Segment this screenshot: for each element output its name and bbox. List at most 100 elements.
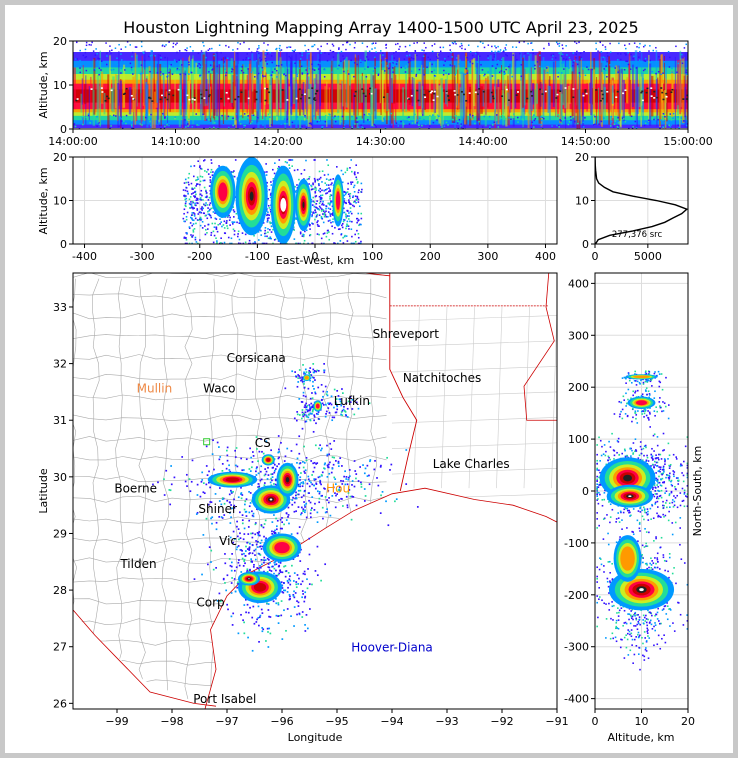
map-lightning-source — [226, 459, 229, 462]
altitude-time-core — [463, 93, 466, 96]
altitude-time-source — [114, 47, 117, 49]
altitude-time-source — [431, 71, 433, 73]
map-lightning-source — [325, 393, 328, 396]
map-lightning-source — [281, 584, 283, 587]
altitude-time-core — [616, 90, 619, 93]
map-lightning-source — [377, 484, 380, 487]
altitude-time-source — [574, 41, 576, 43]
altitude-time-source — [600, 51, 603, 53]
altitude-time-source — [383, 117, 385, 119]
altitude-time-streak — [461, 77, 463, 117]
altitude-time-source — [671, 67, 673, 70]
map-lightning-source — [293, 572, 296, 574]
map-lightning-source — [305, 420, 308, 423]
altitude-time-core — [433, 92, 436, 95]
altitude-time-source — [198, 65, 201, 67]
altitude-time-streak — [501, 64, 503, 118]
altitude-time-source — [386, 60, 388, 62]
altitude-time-source — [227, 46, 230, 48]
altitude-time-source — [160, 60, 162, 63]
east-west-source — [184, 178, 187, 181]
altitude-time-source — [187, 125, 189, 127]
east-west-source — [221, 225, 223, 228]
east-west-source — [345, 192, 348, 194]
east-west-source — [331, 182, 333, 184]
map-lightning-source — [309, 374, 311, 376]
altitude-time-core — [416, 89, 419, 92]
map-lightning-source — [272, 466, 274, 469]
altitude-time-core — [671, 88, 674, 91]
map-lightning-source — [314, 478, 317, 481]
altitude-time-streak — [514, 54, 517, 109]
east-west-source — [329, 208, 332, 210]
east-west-source — [349, 197, 351, 199]
altitude-time-source — [323, 76, 326, 78]
map-lightning-source — [313, 388, 315, 390]
map-lightning-source — [235, 548, 238, 551]
map-lightning-source — [275, 569, 277, 572]
altitude-time-source — [476, 61, 479, 63]
east-west-source — [312, 211, 315, 214]
altitude-time-source — [131, 55, 133, 58]
map-lightning-source — [309, 367, 312, 369]
map-lightning-source — [313, 484, 315, 487]
east-west-source — [248, 239, 251, 242]
altitude-time-core — [501, 95, 504, 97]
map-lightning-source — [263, 523, 266, 525]
altitude-time-source — [428, 127, 430, 129]
map-lightning-source — [302, 482, 305, 485]
altitude-time-source — [457, 120, 459, 123]
map-lightning-source — [309, 408, 312, 411]
map-lightning-source — [304, 591, 307, 594]
altitude-time-source — [664, 125, 667, 127]
map-lightning-source — [322, 395, 324, 398]
altitude-time-core — [646, 87, 649, 90]
map-lightning-source — [342, 505, 344, 507]
altitude-time-core — [227, 97, 230, 100]
altitude-time-x-tick-label: 14:40:00 — [458, 135, 507, 148]
map-lightning-source — [274, 478, 277, 481]
altitude-time-source — [284, 122, 286, 125]
altitude-time-source — [118, 118, 121, 120]
altitude-time-streak — [577, 89, 580, 110]
map-lightning-source — [242, 538, 245, 541]
map-lightning-source — [278, 456, 280, 459]
north-south-source — [683, 489, 686, 492]
east-west-source — [266, 171, 268, 173]
east-west-source — [350, 228, 353, 231]
altitude-time-source — [677, 124, 679, 126]
altitude-time-streak — [107, 74, 110, 129]
map-lightning-source — [314, 444, 317, 447]
altitude-time-source — [487, 55, 489, 57]
east-west-source — [196, 197, 198, 200]
altitude-time-core — [130, 94, 133, 97]
map-lightning-source — [330, 403, 333, 406]
map-lightning-source — [272, 565, 274, 568]
map-lightning-source — [276, 465, 278, 468]
altitude-time-source — [644, 122, 647, 125]
altitude-time-source — [404, 71, 407, 73]
east-west-source — [350, 242, 353, 244]
map-lightning-source — [238, 564, 241, 567]
parish-border — [523, 306, 530, 489]
map-lightning-source — [324, 462, 326, 465]
map-lightning-source — [297, 601, 300, 604]
altitude-time-source — [345, 48, 347, 51]
map-lightning-source — [379, 465, 382, 468]
map-lightning-source — [257, 533, 260, 535]
altitude-time-core — [263, 87, 266, 90]
altitude-time-source — [343, 126, 345, 129]
east-west-source — [266, 217, 269, 220]
altitude-time-core — [556, 93, 559, 96]
east-west-source — [237, 233, 239, 235]
map-lightning-source — [350, 518, 353, 521]
altitude-time-source — [175, 43, 177, 46]
altitude-time-source — [164, 117, 166, 119]
altitude-time-core — [530, 90, 533, 93]
east-west-source — [345, 215, 347, 217]
east-west-source — [269, 237, 271, 240]
altitude-time-source — [98, 122, 101, 124]
map-lightning-source — [302, 572, 305, 575]
altitude-time-source — [84, 56, 87, 59]
north-south-source — [630, 455, 632, 457]
